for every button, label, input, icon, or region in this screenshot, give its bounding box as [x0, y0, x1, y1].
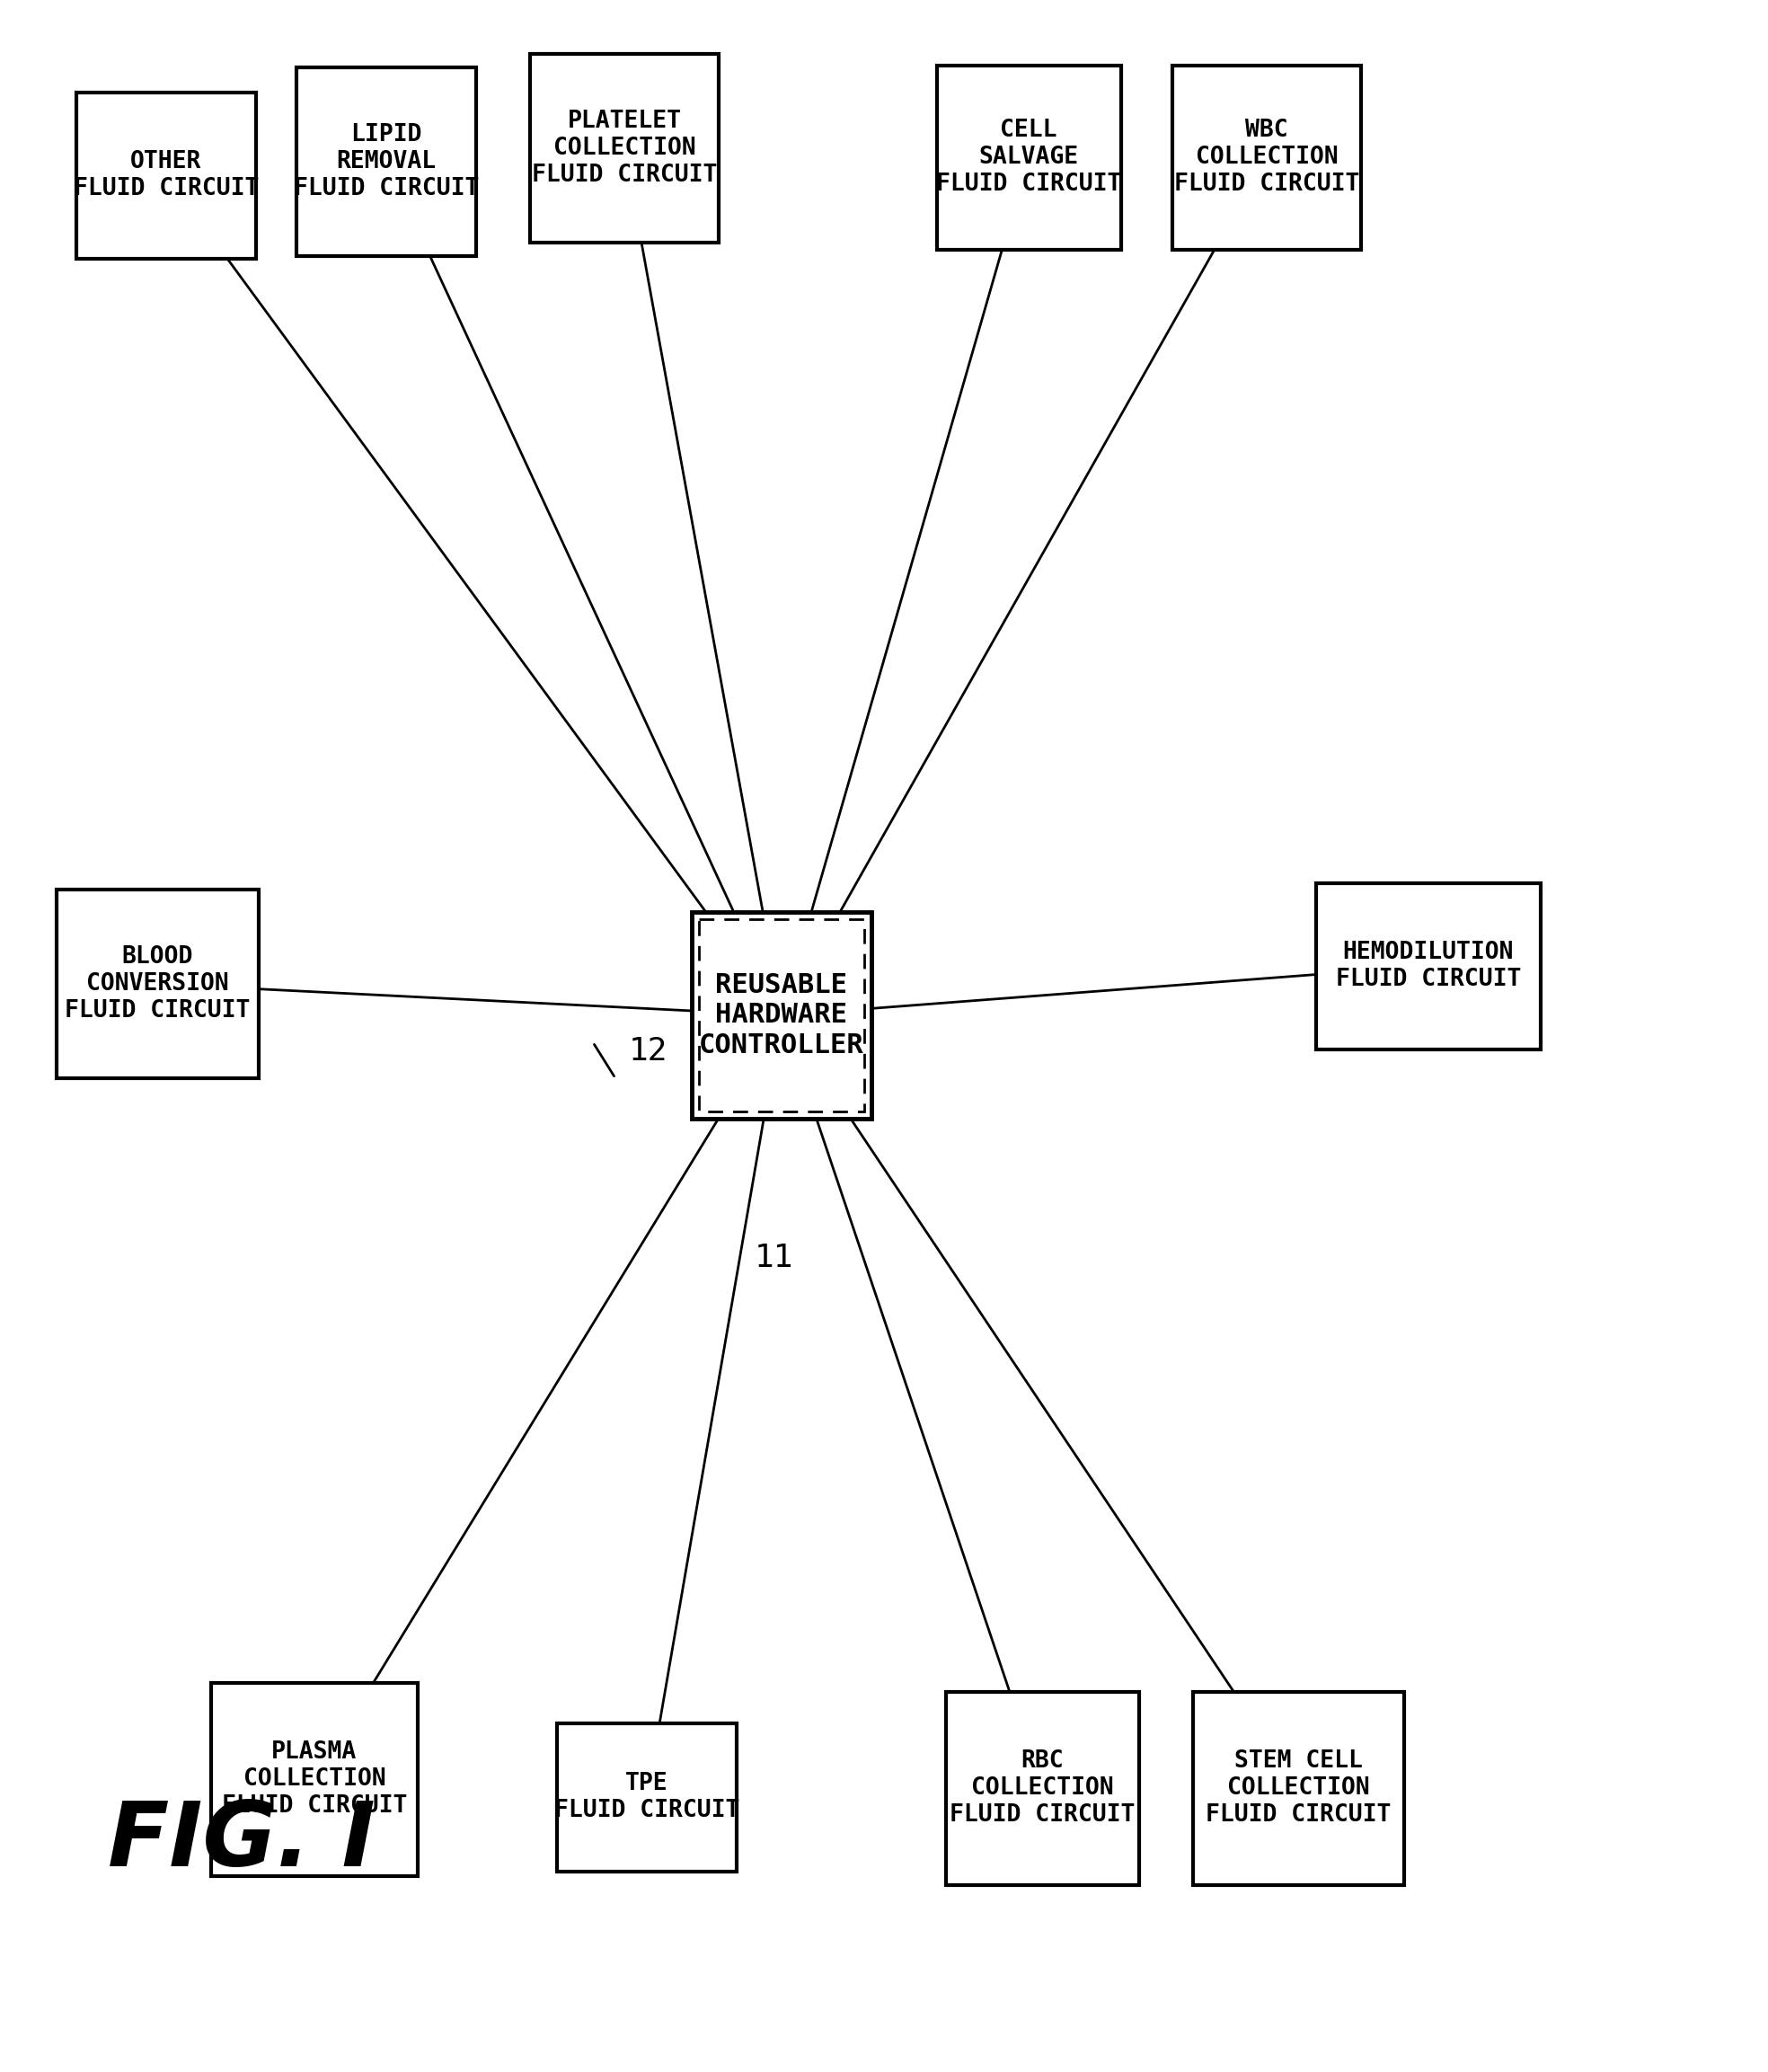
FancyBboxPatch shape: [946, 1691, 1139, 1886]
Text: LIPID
REMOVAL
FLUID CIRCUIT: LIPID REMOVAL FLUID CIRCUIT: [293, 122, 479, 201]
Text: PLASMA
COLLECTION
FLUID CIRCUIT: PLASMA COLLECTION FLUID CIRCUIT: [221, 1740, 407, 1817]
Text: 11: 11: [755, 1243, 794, 1272]
FancyBboxPatch shape: [1193, 1691, 1404, 1886]
FancyBboxPatch shape: [530, 54, 720, 242]
Text: OTHER
FLUID CIRCUIT: OTHER FLUID CIRCUIT: [74, 149, 258, 201]
FancyBboxPatch shape: [1315, 883, 1540, 1048]
Text: HEMODILUTION
FLUID CIRCUIT: HEMODILUTION FLUID CIRCUIT: [1335, 941, 1520, 990]
Text: REUSABLE
HARDWARE
CONTROLLER: REUSABLE HARDWARE CONTROLLER: [698, 972, 865, 1059]
Text: CELL
SALVAGE
FLUID CIRCUIT: CELL SALVAGE FLUID CIRCUIT: [935, 118, 1121, 197]
FancyBboxPatch shape: [1172, 64, 1361, 249]
FancyBboxPatch shape: [76, 91, 256, 259]
Text: WBC
COLLECTION
FLUID CIRCUIT: WBC COLLECTION FLUID CIRCUIT: [1174, 118, 1360, 197]
Text: TPE
FLUID CIRCUIT: TPE FLUID CIRCUIT: [553, 1772, 739, 1821]
FancyBboxPatch shape: [937, 64, 1121, 249]
FancyBboxPatch shape: [210, 1682, 417, 1875]
Text: BLOOD
CONVERSION
FLUID CIRCUIT: BLOOD CONVERSION FLUID CIRCUIT: [64, 945, 249, 1021]
Text: PLATELET
COLLECTION
FLUID CIRCUIT: PLATELET COLLECTION FLUID CIRCUIT: [532, 110, 718, 186]
FancyBboxPatch shape: [557, 1724, 737, 1871]
Text: STEM CELL
COLLECTION
FLUID CIRCUIT: STEM CELL COLLECTION FLUID CIRCUIT: [1206, 1749, 1391, 1828]
Text: 12: 12: [629, 1036, 668, 1067]
FancyBboxPatch shape: [297, 68, 476, 257]
FancyBboxPatch shape: [691, 912, 872, 1119]
Text: RBC
COLLECTION
FLUID CIRCUIT: RBC COLLECTION FLUID CIRCUIT: [949, 1749, 1135, 1828]
Text: FIG. I: FIG. I: [108, 1798, 375, 1886]
FancyBboxPatch shape: [57, 889, 258, 1077]
